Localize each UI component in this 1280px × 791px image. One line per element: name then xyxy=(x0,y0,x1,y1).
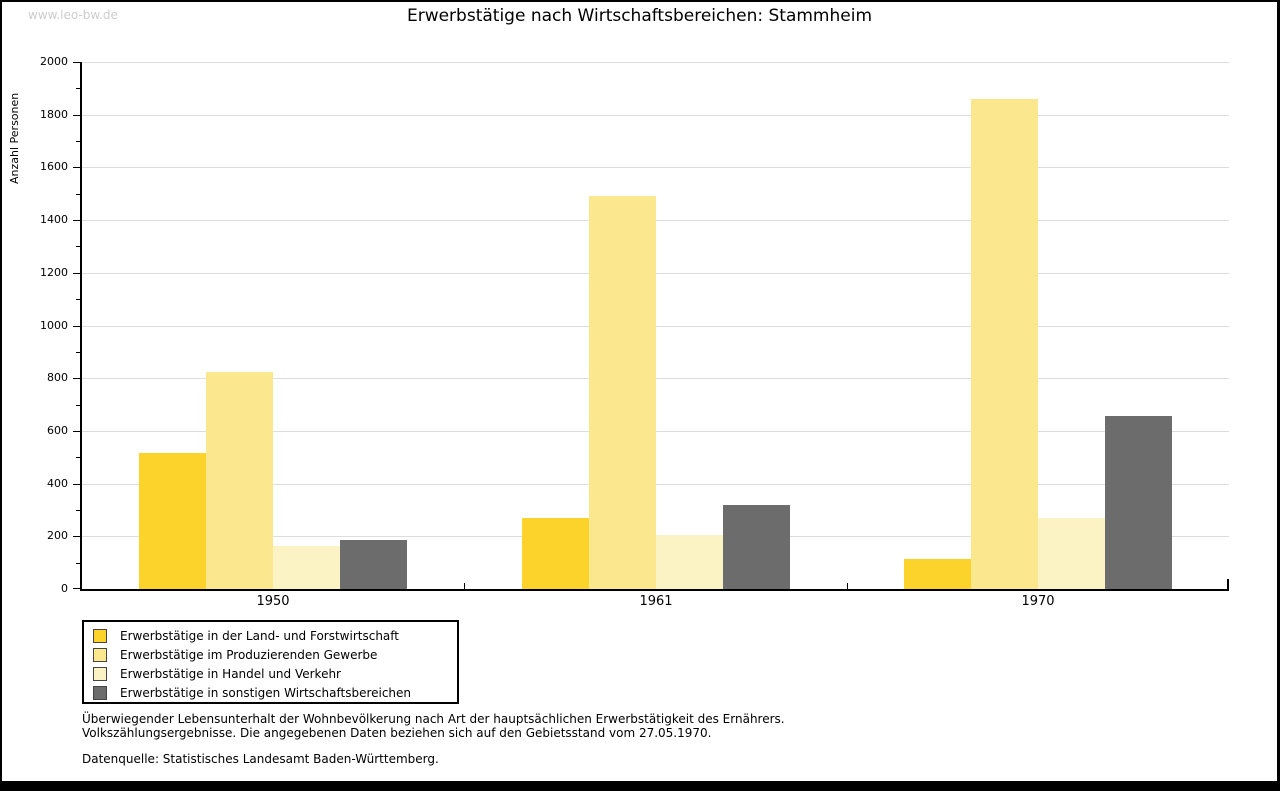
x-axis-end-tick xyxy=(1227,579,1229,589)
legend-item: Erwerbstätige in Handel und Verkehr xyxy=(93,664,457,683)
y-tick-label: 1000 xyxy=(40,318,68,332)
y-axis-major-tick xyxy=(73,115,80,116)
data-source: Datenquelle: Statistisches Landesamt Bad… xyxy=(82,752,439,766)
bar-1961-series-2 xyxy=(589,196,656,589)
x-tick-label: 1961 xyxy=(639,594,673,609)
y-tick-label: 200 xyxy=(47,529,68,543)
y-tick-label: 2000 xyxy=(40,55,68,68)
y-axis-major-tick xyxy=(73,536,80,537)
y-tick-label: 1800 xyxy=(40,107,68,121)
legend-swatch xyxy=(93,685,107,700)
legend-swatch xyxy=(93,666,107,681)
bottom-frame-bar xyxy=(2,781,1277,789)
y-axis-minor-tick xyxy=(76,141,80,142)
y-axis-major-tick xyxy=(73,220,80,221)
y-axis-minor-tick xyxy=(76,457,80,458)
page-title: Erwerbstätige nach Wirtschaftsbereichen:… xyxy=(406,6,873,26)
legend-label: Erwerbstätige in der Land- und Forstwirt… xyxy=(120,628,399,643)
plot-area xyxy=(73,62,1229,591)
bar-1961-series-1 xyxy=(522,518,589,589)
y-tick-label: 1400 xyxy=(40,213,68,227)
bar-1961-series-3 xyxy=(656,535,723,589)
footnote: Überwiegender Lebensunterhalt der Wohnbe… xyxy=(82,712,785,740)
y-axis-title: Anzahl Personen xyxy=(8,92,21,184)
y-axis-minor-tick xyxy=(76,194,80,195)
y-axis-major-tick xyxy=(73,588,80,589)
bar-1950-series-1 xyxy=(139,453,206,589)
y-axis-major-tick xyxy=(73,167,80,168)
y-tick-label: 600 xyxy=(47,423,68,437)
y-axis-major-tick xyxy=(73,326,80,327)
y-axis-minor-tick xyxy=(76,352,80,353)
legend-item: Erwerbstätige in der Land- und Forstwirt… xyxy=(93,626,457,645)
y-tick-label: 400 xyxy=(47,476,68,490)
y-axis-minor-tick xyxy=(76,299,80,300)
y-axis-major-tick xyxy=(73,62,80,63)
x-axis-boundary-tick xyxy=(847,583,848,589)
legend-swatch xyxy=(93,647,107,662)
x-tick-label: 1970 xyxy=(1021,594,1055,609)
bar-1950-series-3 xyxy=(273,546,340,589)
y-axis-minor-tick xyxy=(76,405,80,406)
bar-1950-series-4 xyxy=(340,540,407,589)
bar-1961-series-4 xyxy=(723,505,790,589)
legend-label: Erwerbstätige in sonstigen Wirtschaftsbe… xyxy=(120,685,412,700)
y-tick-label: 1600 xyxy=(40,160,68,174)
gridline xyxy=(82,115,1229,116)
y-tick-label: 1200 xyxy=(40,265,68,279)
y-axis-minor-tick xyxy=(76,88,80,89)
y-axis-major-tick xyxy=(73,431,80,432)
x-tick-label: 1950 xyxy=(256,594,290,609)
legend: Erwerbstätige in der Land- und Forstwirt… xyxy=(82,620,459,704)
legend-label: Erwerbstätige in Handel und Verkehr xyxy=(120,666,341,681)
y-tick-label: 800 xyxy=(47,371,68,385)
bar-1970-series-1 xyxy=(904,559,971,589)
gridline xyxy=(82,62,1229,63)
footnote-line-1: Überwiegender Lebensunterhalt der Wohnbe… xyxy=(82,712,785,726)
legend-item: Erwerbstätige im Produzierenden Gewerbe xyxy=(93,645,457,664)
watermark: www.leo-bw.de xyxy=(28,8,118,22)
legend-swatch xyxy=(93,628,107,643)
gridline xyxy=(82,167,1229,168)
bar-1970-series-4 xyxy=(1105,416,1172,589)
legend-item: Erwerbstätige in sonstigen Wirtschaftsbe… xyxy=(93,683,457,702)
bar-1970-series-3 xyxy=(1038,518,1105,589)
y-axis-minor-tick xyxy=(76,510,80,511)
bar-1950-series-2 xyxy=(206,372,273,589)
y-axis-major-tick xyxy=(73,484,80,485)
y-axis-major-tick xyxy=(73,273,80,274)
y-axis-minor-tick xyxy=(76,563,80,564)
x-axis-boundary-tick xyxy=(464,583,465,589)
y-axis-major-tick xyxy=(73,378,80,379)
legend-label: Erwerbstätige im Produzierenden Gewerbe xyxy=(120,647,378,662)
bar-1970-series-2 xyxy=(971,99,1038,589)
y-tick-label: 0 xyxy=(61,582,68,595)
footnote-line-2: Volkszählungsergebnisse. Die angegebenen… xyxy=(82,726,712,740)
y-axis-minor-tick xyxy=(76,246,80,247)
